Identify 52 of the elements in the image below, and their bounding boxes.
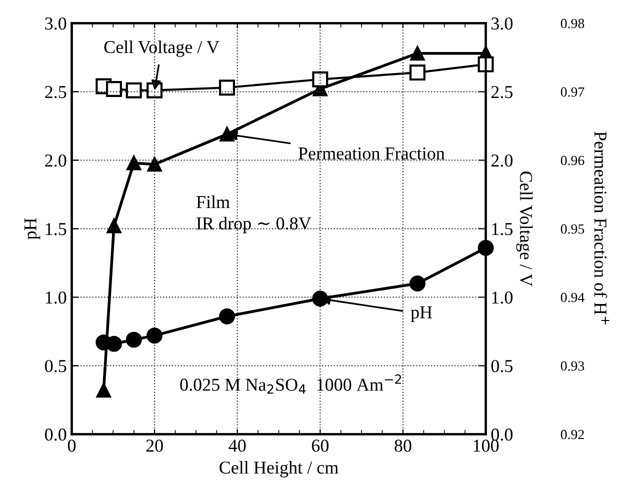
y3-tick-label: 0.0 (491, 428, 513, 441)
point (220, 126, 234, 142)
y3-tick-label: 2.0 (491, 154, 513, 167)
y2-tick-label: 0.95 (560, 224, 584, 234)
y-axis-title: pH (24, 218, 40, 240)
y2-axis-title: Permeation Fraction of H$^{+}$ (594, 132, 610, 324)
annotation: Cell Voltage / V (104, 40, 220, 57)
y-tick-label: 1.0 (46, 291, 66, 304)
point (409, 64, 426, 81)
y2-tick-label: 0.94 (560, 292, 584, 302)
y-tick-label: 1.5 (46, 223, 66, 236)
point (219, 308, 235, 324)
y2-tick-label: 0.97 (560, 87, 584, 97)
point (147, 157, 162, 172)
annotation: Permeation Fraction (298, 147, 445, 160)
point (410, 46, 425, 61)
y2-tick-label: 0.92 (560, 430, 584, 440)
point (126, 156, 142, 170)
y2-tick-label: 0.93 (560, 361, 584, 371)
x-tick-label: 80 (394, 440, 412, 452)
y-tick-label: 0.5 (45, 360, 66, 372)
y3-tick-label: 1.0 (492, 291, 513, 304)
y3-tick-label: 3.0 (492, 17, 513, 30)
y-tick-label: 2.5 (45, 86, 66, 98)
y2-tick-label: 0.96 (560, 156, 584, 166)
annotation: pH (410, 306, 432, 322)
point (106, 80, 122, 97)
y-tick-label: 3.0 (45, 17, 66, 30)
x-axis-title: Cell Height / cm (220, 461, 338, 478)
annotation: 0.025 M Na$_{2}$SO$_{4}$ 1000 Am$^{−2}$ (180, 374, 402, 394)
point (312, 71, 328, 88)
y-tick-label: 2.0 (45, 154, 66, 167)
x-tick-label: 60 (312, 440, 329, 452)
x-tick-label: 0 (68, 440, 76, 452)
y3-axis-title: Cell Voltage / V (516, 172, 533, 286)
point (409, 276, 426, 292)
y3-tick-label: 2.5 (491, 86, 512, 98)
x-tick-label: 20 (146, 440, 163, 452)
point (219, 80, 235, 96)
point (478, 240, 494, 256)
point (126, 82, 142, 98)
point (146, 328, 163, 344)
y2-tick-label: 0.98 (560, 18, 584, 28)
x-tick-label: 40 (228, 440, 246, 452)
point (106, 218, 122, 234)
y3-tick-label: 1.5 (492, 223, 512, 236)
point (96, 383, 111, 398)
y3-tick-label: 0.5 (491, 360, 512, 372)
point (126, 332, 142, 348)
annotation: Film IR drop ∼ 0.8V (196, 195, 312, 234)
x-tick-label: 100 (474, 440, 499, 452)
y-tick-label: 0.0 (45, 428, 66, 441)
